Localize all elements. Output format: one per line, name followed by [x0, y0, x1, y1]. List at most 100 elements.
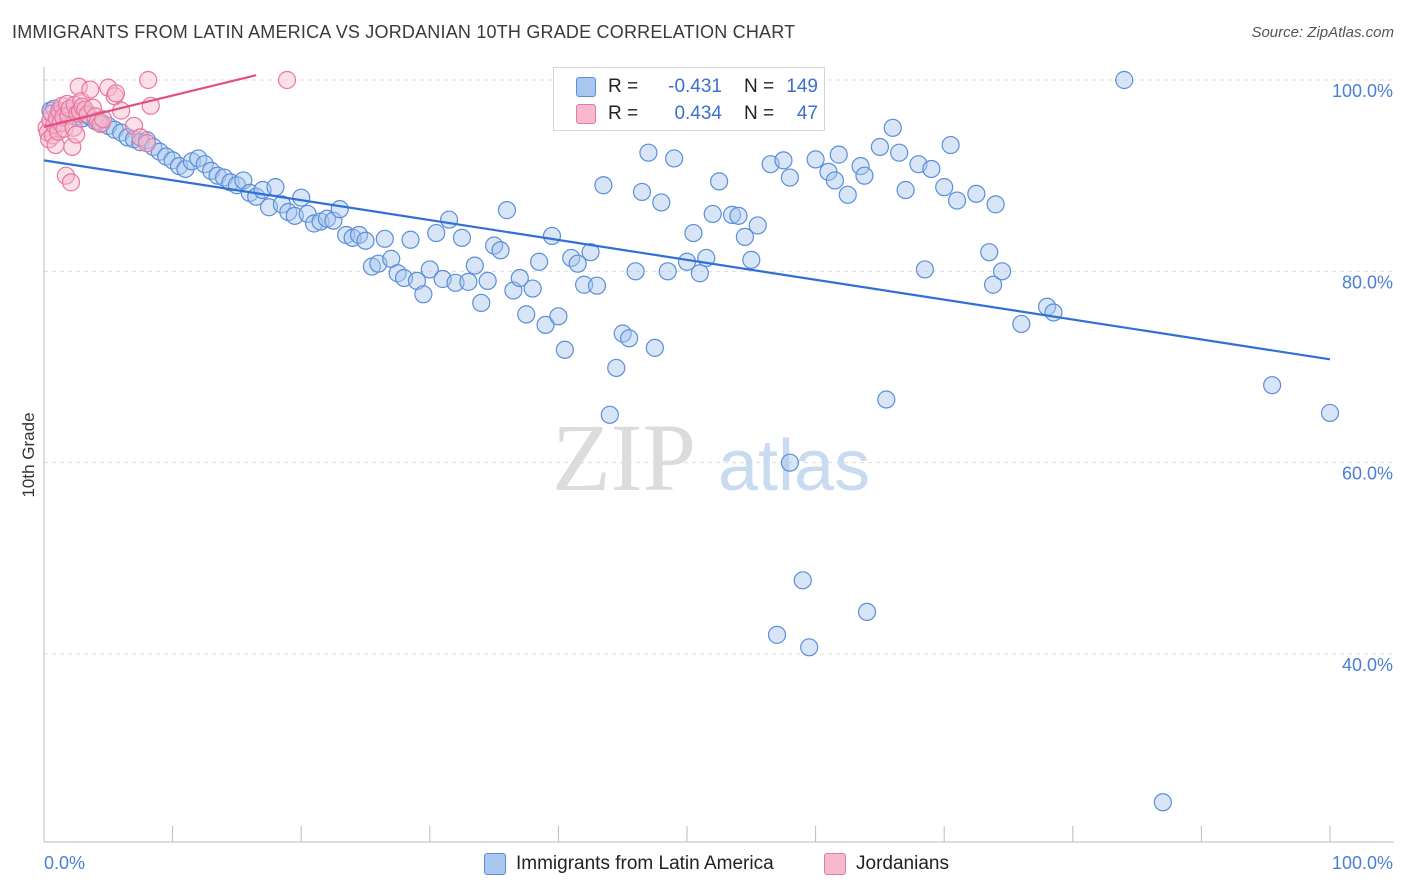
- data-point: [106, 84, 126, 103]
- data-point: [94, 110, 113, 129]
- trend-lines: [43, 74, 1331, 361]
- chart-title: IMMIGRANTS FROM LATIN AMERICA VS JORDANI…: [12, 22, 796, 42]
- data-point: [983, 275, 1003, 294]
- series-latin-america-points: [41, 70, 1340, 812]
- legend-blue-swatch: [484, 853, 506, 875]
- data-point: [703, 204, 722, 224]
- data-point: [851, 157, 870, 176]
- data-point: [992, 262, 1012, 281]
- data-point: [1263, 376, 1282, 395]
- data-point: [575, 275, 594, 294]
- y-tick-label: 80.0%: [1342, 272, 1393, 292]
- data-point: [722, 205, 742, 224]
- x-tick-label: 0.0%: [44, 853, 85, 873]
- data-point: [587, 276, 607, 295]
- data-point: [324, 211, 343, 230]
- data-point: [857, 602, 877, 622]
- watermark-atlas: atlas: [718, 426, 870, 506]
- source-credit: Source: ZipAtlas.com: [1251, 24, 1394, 41]
- data-point: [530, 252, 549, 271]
- n-label: N =: [744, 76, 775, 97]
- data-point: [446, 273, 465, 292]
- data-point: [497, 201, 517, 220]
- data-point: [825, 171, 844, 190]
- data-point: [124, 116, 144, 136]
- pink-swatch: [576, 104, 596, 124]
- n-value: 149: [786, 76, 818, 97]
- data-point: [427, 223, 446, 243]
- data-point: [935, 178, 954, 197]
- data-point: [67, 125, 86, 144]
- data-point: [491, 241, 510, 260]
- data-point: [780, 168, 799, 187]
- data-point: [420, 260, 439, 279]
- data-point: [922, 159, 941, 179]
- data-point: [581, 243, 600, 262]
- x-tick-label: 100.0%: [1332, 853, 1393, 873]
- y-tick-label: 40.0%: [1342, 655, 1393, 675]
- data-point: [780, 453, 799, 472]
- data-point: [690, 264, 709, 283]
- stat-row-jordanians: R = 0.434 N = 47: [576, 101, 818, 127]
- data-point: [69, 77, 88, 96]
- data-point: [91, 114, 110, 134]
- data-point: [61, 173, 81, 192]
- data-point: [414, 285, 433, 304]
- data-point: [838, 185, 857, 204]
- data-point: [806, 150, 825, 169]
- data-point: [684, 223, 703, 243]
- data-point: [967, 184, 986, 203]
- data-point: [375, 229, 394, 248]
- axes: [43, 67, 1394, 843]
- grid-lines: [44, 79, 1394, 655]
- data-point: [774, 151, 793, 170]
- data-point: [710, 172, 729, 191]
- data-point: [1153, 793, 1172, 812]
- data-point: [632, 182, 652, 202]
- data-point: [568, 254, 587, 273]
- data-point: [626, 262, 645, 281]
- data-point: [1320, 403, 1340, 423]
- tick-labels: 100.0% 80.0% 60.0% 40.0% 0.0% 100.0%: [44, 81, 1393, 873]
- data-point: [855, 166, 874, 185]
- data-point: [793, 571, 812, 590]
- y-axis-label: 10th Grade: [19, 412, 38, 497]
- watermark-zip: ZIP: [552, 404, 696, 511]
- data-point: [81, 80, 100, 99]
- data-point: [594, 176, 613, 195]
- data-point: [645, 338, 664, 357]
- data-point: [742, 250, 761, 269]
- r-label: R =: [608, 103, 639, 124]
- correlation-stats-box: R = -0.431 N = 149 R = 0.434 N = 47: [553, 67, 825, 131]
- data-point: [767, 625, 787, 644]
- data-point: [401, 230, 420, 249]
- y-tick-label: 100.0%: [1332, 81, 1393, 101]
- legend-item-jordanians[interactable]: Jordanians: [824, 852, 949, 876]
- data-point: [986, 195, 1005, 214]
- data-point: [478, 271, 497, 290]
- data-point: [947, 191, 967, 210]
- legend-label: Jordanians: [856, 853, 949, 874]
- legend-pink-swatch: [824, 853, 846, 875]
- data-point: [620, 329, 639, 348]
- r-value: -0.431: [668, 76, 722, 97]
- data-point: [748, 216, 767, 235]
- data-point: [665, 149, 684, 168]
- r-label: R =: [608, 76, 639, 97]
- data-point: [870, 137, 890, 157]
- data-point: [465, 256, 484, 275]
- data-point: [452, 228, 472, 247]
- stat-row-latin-america: R = -0.431 N = 149: [576, 74, 818, 100]
- data-point: [356, 231, 375, 250]
- trend-line-latin-america: [43, 159, 1331, 361]
- data-point: [890, 143, 909, 162]
- data-point: [439, 210, 459, 229]
- data-point: [896, 180, 915, 200]
- data-point: [510, 268, 529, 288]
- legend-item-latin-america[interactable]: Immigrants from Latin America: [484, 852, 774, 876]
- data-point: [639, 143, 658, 162]
- data-point: [330, 200, 349, 219]
- r-value: 0.434: [674, 103, 722, 124]
- data-point: [195, 155, 214, 174]
